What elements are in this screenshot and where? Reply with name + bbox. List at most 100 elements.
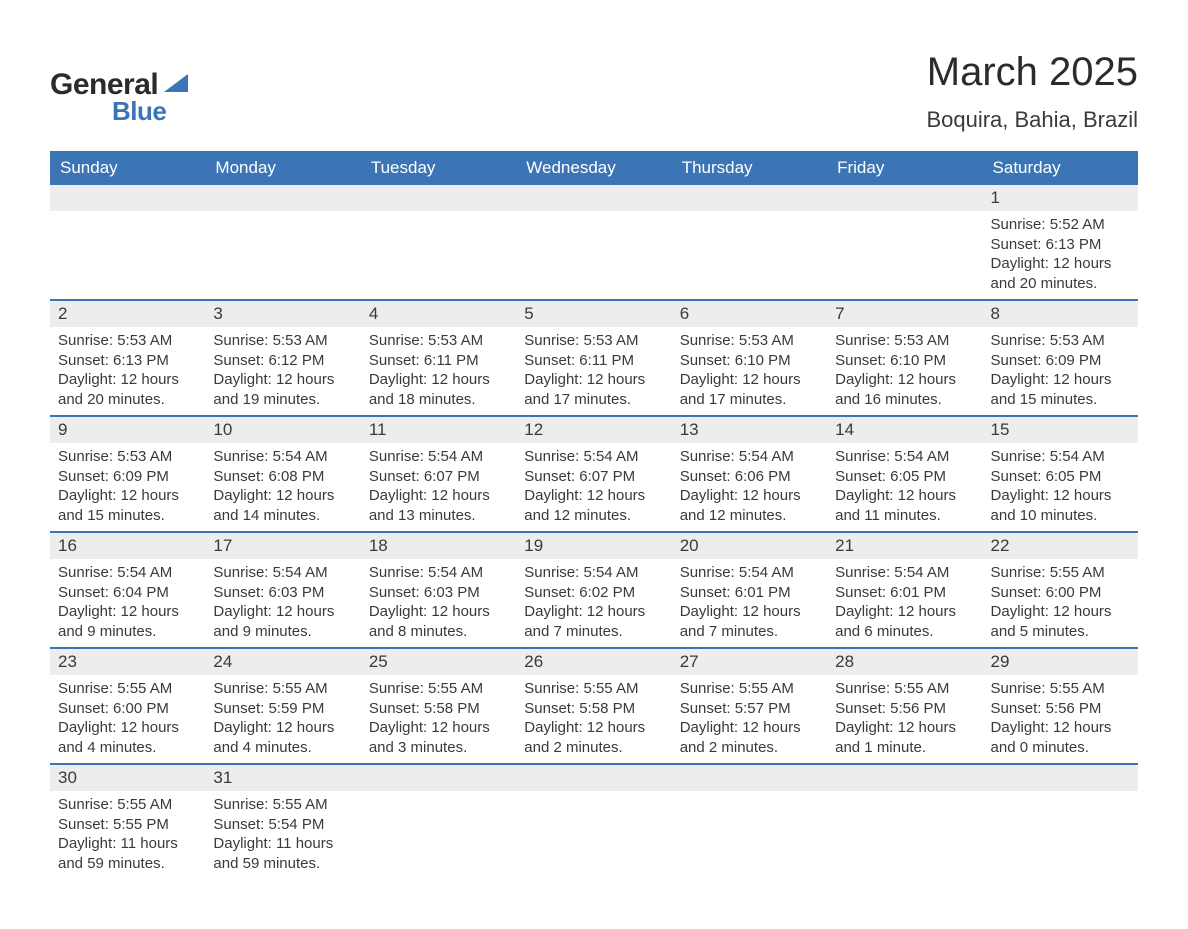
- sunset-line: Sunset: 6:09 PM: [58, 467, 197, 487]
- sunset-line: Sunset: 5:56 PM: [835, 699, 974, 719]
- day-header: Monday: [205, 151, 360, 185]
- day-cell: [361, 185, 516, 300]
- daylight-line: Daylight: 12 hours and 16 minutes.: [835, 370, 974, 409]
- daylight-line: Daylight: 12 hours and 18 minutes.: [369, 370, 508, 409]
- day-number: 17: [205, 533, 360, 559]
- sunset-line: Sunset: 6:01 PM: [835, 583, 974, 603]
- day-number: 4: [361, 301, 516, 327]
- sunrise-line: Sunrise: 5:54 AM: [213, 563, 352, 583]
- day-details: Sunrise: 5:54 AMSunset: 6:01 PMDaylight:…: [827, 559, 982, 647]
- daylight-line: Daylight: 12 hours and 20 minutes.: [58, 370, 197, 409]
- sunrise-line: Sunrise: 5:53 AM: [835, 331, 974, 351]
- sunset-line: Sunset: 5:57 PM: [680, 699, 819, 719]
- day-header: Tuesday: [361, 151, 516, 185]
- day-number: 13: [672, 417, 827, 443]
- day-cell: 27Sunrise: 5:55 AMSunset: 5:57 PMDayligh…: [672, 648, 827, 764]
- day-number: [361, 765, 516, 791]
- day-number: 20: [672, 533, 827, 559]
- day-details: Sunrise: 5:55 AMSunset: 6:00 PMDaylight:…: [983, 559, 1138, 647]
- day-cell: 25Sunrise: 5:55 AMSunset: 5:58 PMDayligh…: [361, 648, 516, 764]
- day-cell: [827, 764, 982, 879]
- day-number: [827, 765, 982, 791]
- sunrise-line: Sunrise: 5:55 AM: [369, 679, 508, 699]
- day-cell: 13Sunrise: 5:54 AMSunset: 6:06 PMDayligh…: [672, 416, 827, 532]
- sunset-line: Sunset: 6:04 PM: [58, 583, 197, 603]
- day-number: [672, 185, 827, 211]
- day-details: Sunrise: 5:54 AMSunset: 6:01 PMDaylight:…: [672, 559, 827, 647]
- day-cell: 22Sunrise: 5:55 AMSunset: 6:00 PMDayligh…: [983, 532, 1138, 648]
- page-title: March 2025: [926, 50, 1138, 95]
- sunrise-line: Sunrise: 5:54 AM: [369, 447, 508, 467]
- sunset-line: Sunset: 6:00 PM: [991, 583, 1130, 603]
- week-row: 9Sunrise: 5:53 AMSunset: 6:09 PMDaylight…: [50, 416, 1138, 532]
- day-details: Sunrise: 5:55 AMSunset: 5:58 PMDaylight:…: [516, 675, 671, 763]
- daylight-line: Daylight: 12 hours and 4 minutes.: [58, 718, 197, 757]
- day-number: 30: [50, 765, 205, 791]
- sunrise-line: Sunrise: 5:54 AM: [680, 563, 819, 583]
- daylight-line: Daylight: 12 hours and 8 minutes.: [369, 602, 508, 641]
- day-number: [672, 765, 827, 791]
- day-details: Sunrise: 5:54 AMSunset: 6:08 PMDaylight:…: [205, 443, 360, 531]
- day-number: 23: [50, 649, 205, 675]
- sunrise-line: Sunrise: 5:54 AM: [524, 563, 663, 583]
- day-details: Sunrise: 5:53 AMSunset: 6:09 PMDaylight:…: [983, 327, 1138, 415]
- sunset-line: Sunset: 6:05 PM: [835, 467, 974, 487]
- day-cell: [672, 185, 827, 300]
- daylight-line: Daylight: 12 hours and 9 minutes.: [213, 602, 352, 641]
- daylight-line: Daylight: 12 hours and 17 minutes.: [680, 370, 819, 409]
- sunrise-line: Sunrise: 5:53 AM: [58, 331, 197, 351]
- day-details: Sunrise: 5:53 AMSunset: 6:12 PMDaylight:…: [205, 327, 360, 415]
- day-cell: 3Sunrise: 5:53 AMSunset: 6:12 PMDaylight…: [205, 300, 360, 416]
- daylight-line: Daylight: 12 hours and 1 minute.: [835, 718, 974, 757]
- daylight-line: Daylight: 12 hours and 20 minutes.: [991, 254, 1130, 293]
- day-number: 15: [983, 417, 1138, 443]
- sunrise-line: Sunrise: 5:54 AM: [58, 563, 197, 583]
- daylight-line: Daylight: 12 hours and 6 minutes.: [835, 602, 974, 641]
- day-cell: 12Sunrise: 5:54 AMSunset: 6:07 PMDayligh…: [516, 416, 671, 532]
- day-cell: 20Sunrise: 5:54 AMSunset: 6:01 PMDayligh…: [672, 532, 827, 648]
- day-header: Friday: [827, 151, 982, 185]
- sunset-line: Sunset: 5:59 PM: [213, 699, 352, 719]
- sunset-line: Sunset: 6:05 PM: [991, 467, 1130, 487]
- day-number: 6: [672, 301, 827, 327]
- day-cell: 28Sunrise: 5:55 AMSunset: 5:56 PMDayligh…: [827, 648, 982, 764]
- day-details: Sunrise: 5:55 AMSunset: 5:56 PMDaylight:…: [983, 675, 1138, 763]
- day-number: 31: [205, 765, 360, 791]
- daylight-line: Daylight: 12 hours and 17 minutes.: [524, 370, 663, 409]
- sunset-line: Sunset: 6:03 PM: [213, 583, 352, 603]
- daylight-line: Daylight: 11 hours and 59 minutes.: [213, 834, 352, 873]
- day-details: Sunrise: 5:54 AMSunset: 6:06 PMDaylight:…: [672, 443, 827, 531]
- daylight-line: Daylight: 12 hours and 12 minutes.: [680, 486, 819, 525]
- day-number: [361, 185, 516, 211]
- sunset-line: Sunset: 6:11 PM: [369, 351, 508, 371]
- sunset-line: Sunset: 6:13 PM: [58, 351, 197, 371]
- daylight-line: Daylight: 12 hours and 10 minutes.: [991, 486, 1130, 525]
- daylight-line: Daylight: 12 hours and 19 minutes.: [213, 370, 352, 409]
- day-header: Saturday: [983, 151, 1138, 185]
- sunset-line: Sunset: 6:10 PM: [680, 351, 819, 371]
- sunset-line: Sunset: 6:12 PM: [213, 351, 352, 371]
- daylight-line: Daylight: 12 hours and 2 minutes.: [524, 718, 663, 757]
- sunrise-line: Sunrise: 5:55 AM: [213, 679, 352, 699]
- day-number: 3: [205, 301, 360, 327]
- day-details: Sunrise: 5:55 AMSunset: 5:58 PMDaylight:…: [361, 675, 516, 763]
- day-cell: 2Sunrise: 5:53 AMSunset: 6:13 PMDaylight…: [50, 300, 205, 416]
- day-number: 29: [983, 649, 1138, 675]
- day-cell: 24Sunrise: 5:55 AMSunset: 5:59 PMDayligh…: [205, 648, 360, 764]
- week-row: 16Sunrise: 5:54 AMSunset: 6:04 PMDayligh…: [50, 532, 1138, 648]
- day-details: Sunrise: 5:53 AMSunset: 6:09 PMDaylight:…: [50, 443, 205, 531]
- page-header: General Blue March 2025 Boquira, Bahia, …: [50, 50, 1138, 133]
- day-number: 24: [205, 649, 360, 675]
- logo-sail-icon: [162, 72, 190, 94]
- day-number: 10: [205, 417, 360, 443]
- day-details: Sunrise: 5:55 AMSunset: 5:54 PMDaylight:…: [205, 791, 360, 879]
- day-number: 8: [983, 301, 1138, 327]
- day-number: 5: [516, 301, 671, 327]
- daylight-line: Daylight: 11 hours and 59 minutes.: [58, 834, 197, 873]
- daylight-line: Daylight: 12 hours and 7 minutes.: [680, 602, 819, 641]
- day-details: Sunrise: 5:54 AMSunset: 6:02 PMDaylight:…: [516, 559, 671, 647]
- day-number: 1: [983, 185, 1138, 211]
- sunset-line: Sunset: 5:58 PM: [369, 699, 508, 719]
- day-header: Sunday: [50, 151, 205, 185]
- day-details: Sunrise: 5:55 AMSunset: 5:55 PMDaylight:…: [50, 791, 205, 879]
